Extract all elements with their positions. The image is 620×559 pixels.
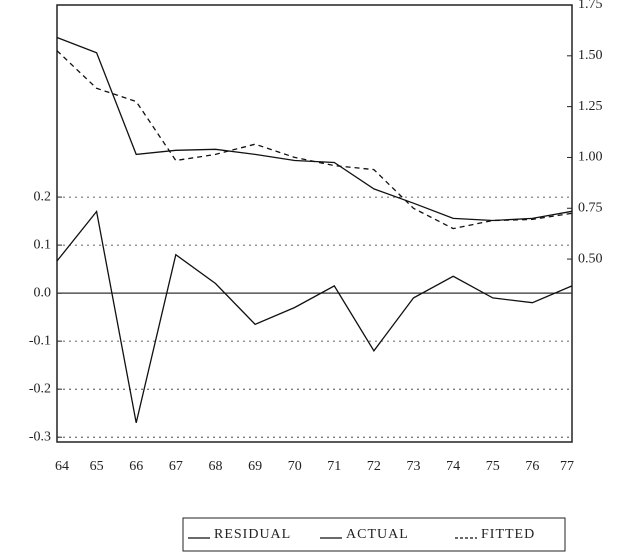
x-tick-label: 68 [208,459,222,474]
x-tick-label: 77 [560,459,574,474]
series-line [56,36,573,222]
x-tick-label: 75 [486,459,500,474]
y-tick-label: 0.1 [34,237,52,252]
y-tick-label: 0.2 [34,189,52,204]
legend-label: ACTUAL [346,527,409,542]
x-tick-label: 72 [367,459,381,474]
x-tick-label: 64 [55,459,69,474]
x-tick-label: 65 [90,459,104,474]
series-line [56,209,573,423]
y-tick-label: -0.1 [29,333,51,348]
legend-label: RESIDUAL [214,527,291,542]
x-tick-label: 76 [525,459,539,474]
series-line [56,50,573,230]
x-tick-label: 71 [327,459,341,474]
y-tick-label: -0.2 [29,381,51,396]
legend-label: FITTED [481,527,535,542]
x-tick-label: 74 [446,459,460,474]
y2-tick-label: 1.00 [578,150,603,165]
x-tick-label: 66 [129,459,143,474]
x-tick-label: 69 [248,459,262,474]
x-tick-label: 73 [407,459,421,474]
plot-frame [56,4,573,443]
y2-tick-label: 1.25 [578,99,603,114]
x-tick-label: 70 [288,459,302,474]
y2-tick-label: 0.75 [578,200,603,215]
x-tick-label: 67 [169,459,183,474]
y-tick-label: -0.3 [29,429,51,444]
legend-box [182,517,566,552]
y-tick-label: 0.0 [34,285,52,300]
y2-tick-label: 0.50 [578,251,603,266]
y2-tick-label: 1.75 [578,0,603,12]
y2-tick-label: 1.50 [578,48,603,63]
